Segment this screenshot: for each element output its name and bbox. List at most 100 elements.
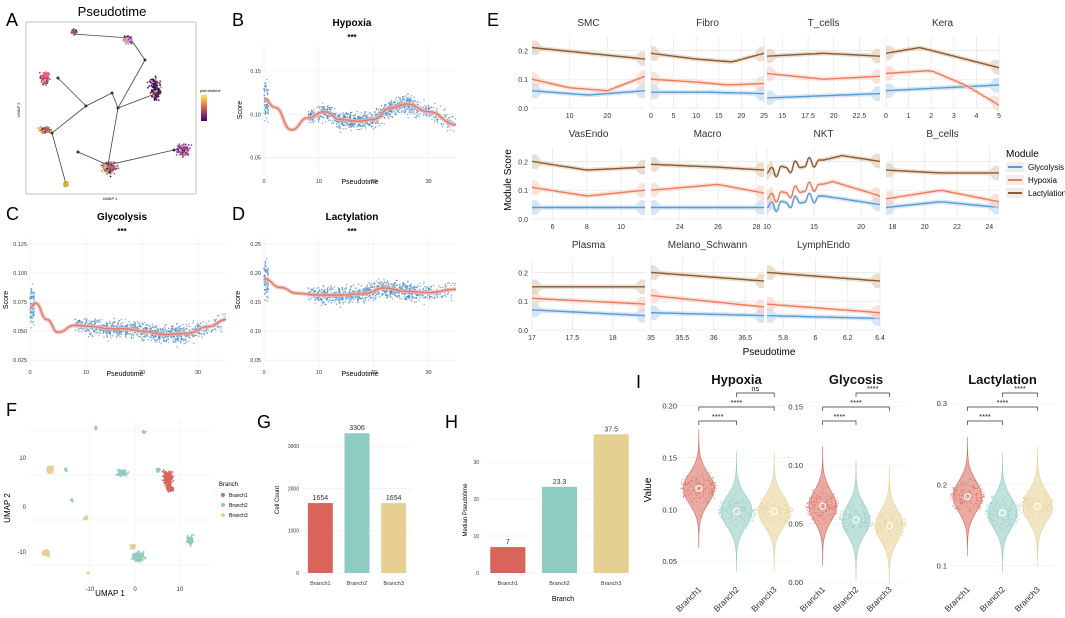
data-point — [357, 124, 360, 126]
data-point — [180, 336, 183, 338]
data-point — [264, 262, 267, 264]
data-point — [326, 287, 329, 290]
data-point — [88, 320, 90, 322]
data-point — [402, 284, 404, 286]
data-point — [322, 290, 325, 293]
data-point — [264, 299, 266, 301]
data-point — [454, 282, 457, 285]
data-point — [411, 108, 413, 110]
data-point — [323, 105, 325, 108]
data-point — [109, 333, 112, 335]
y-tick-label: 0.050 — [13, 329, 27, 335]
data-point — [452, 116, 454, 118]
data-point — [351, 285, 353, 287]
data-point — [384, 104, 386, 107]
panel-letter-b: B — [232, 10, 244, 30]
data-point — [29, 316, 31, 318]
cell-point — [102, 164, 105, 167]
data-point — [397, 96, 399, 98]
trajectory-node — [143, 58, 147, 62]
data-point — [106, 324, 109, 326]
data-point — [314, 291, 317, 293]
data-point — [335, 291, 337, 293]
data-point — [374, 122, 377, 125]
data-point — [380, 282, 382, 285]
cell-point — [45, 74, 48, 77]
data-point — [313, 112, 315, 114]
data-point — [422, 114, 425, 116]
cell-point — [102, 162, 105, 165]
data-point — [74, 318, 77, 321]
data-point — [337, 298, 339, 300]
data-point — [162, 327, 164, 330]
data-point — [197, 325, 199, 327]
trajectory-node — [172, 148, 176, 152]
data-point — [380, 105, 383, 107]
data-point — [446, 126, 449, 128]
y-tick-label: 0.0 — [518, 217, 528, 224]
data-point — [33, 313, 35, 316]
data-point — [208, 329, 210, 331]
data-point — [33, 309, 35, 311]
y-tick-label: 0.20 — [250, 271, 261, 277]
data-point — [176, 322, 178, 325]
x-tick-label: 30 — [426, 370, 432, 376]
y-tick-label: 0.2 — [518, 270, 528, 277]
data-point — [267, 89, 269, 92]
data-point — [448, 126, 451, 128]
data-point — [364, 111, 366, 113]
data-point — [372, 128, 374, 130]
panel-c-sig: *** — [117, 227, 127, 236]
data-point — [98, 319, 100, 321]
data-point — [315, 117, 317, 119]
data-point — [440, 122, 443, 125]
x-tick-label: 20 — [139, 370, 145, 376]
data-point — [320, 300, 322, 302]
data-point — [394, 110, 396, 112]
data-point — [383, 279, 385, 281]
data-point — [32, 320, 34, 322]
data-point — [32, 321, 34, 324]
cell-point — [124, 41, 127, 43]
data-point — [308, 119, 311, 121]
data-point — [360, 128, 362, 130]
data-point — [427, 107, 429, 109]
data-point — [397, 111, 399, 113]
data-point — [444, 108, 447, 110]
data-point — [396, 279, 398, 281]
data-point — [313, 296, 315, 299]
data-point — [83, 318, 85, 320]
data-point — [177, 340, 180, 342]
data-point — [405, 284, 408, 287]
data-point — [266, 282, 268, 285]
data-point — [122, 330, 125, 332]
facet-title: NKT — [814, 129, 834, 140]
data-point — [30, 302, 32, 304]
data-point — [372, 296, 375, 298]
data-point — [393, 284, 395, 286]
data-point — [381, 109, 383, 111]
data-point — [370, 285, 372, 287]
data-point — [405, 97, 408, 99]
data-point — [442, 126, 444, 128]
data-point — [387, 111, 389, 113]
facet-background — [651, 258, 764, 330]
data-point — [381, 281, 383, 284]
y-tick-label: -10 — [17, 550, 26, 556]
data-point — [267, 112, 269, 115]
x-tick-label: 20 — [830, 113, 838, 120]
data-point — [328, 107, 330, 109]
data-point — [402, 282, 404, 284]
panel-b-xlabel: Pseudotime — [342, 179, 379, 186]
data-point — [395, 279, 397, 282]
data-point — [442, 123, 445, 125]
data-point — [320, 297, 322, 300]
data-point — [346, 113, 348, 116]
data-point — [147, 338, 149, 341]
data-point — [419, 282, 421, 285]
data-point — [180, 339, 183, 341]
